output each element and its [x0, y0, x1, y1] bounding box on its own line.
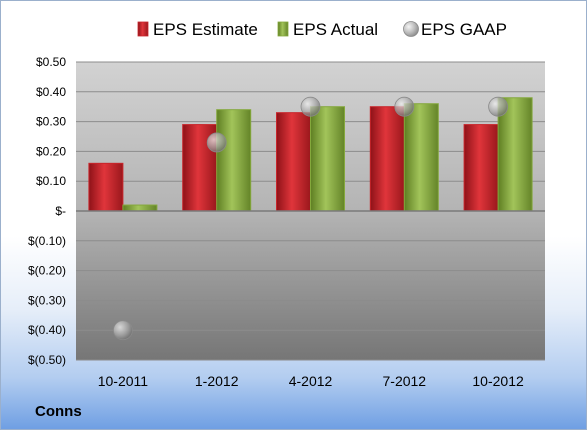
bar-eps-estimate — [276, 112, 311, 212]
point-eps-gaap — [300, 96, 321, 117]
y-tick-label: $(0.40) — [28, 323, 66, 337]
x-tick-label: 1-2012 — [195, 373, 239, 389]
x-axis: 10-2011 1-2012 4-2012 7-2012 10-2012 — [98, 373, 524, 389]
y-tick-label: $0.50 — [36, 55, 66, 69]
bar-eps-actual — [122, 204, 158, 212]
legend: EPS Estimate EPS Actual EPS GAAP — [137, 20, 507, 39]
bars — [88, 97, 533, 212]
y-tick-label: $0.10 — [36, 174, 66, 188]
legend-label: EPS Actual — [293, 20, 378, 39]
bar-eps-actual — [403, 103, 439, 212]
bar-eps-estimate — [88, 162, 124, 212]
y-tick-label: $(0.50) — [28, 353, 66, 367]
x-tick-label: 10-2011 — [98, 373, 149, 389]
y-tick-label: $- — [55, 204, 66, 218]
x-tick-label: 7-2012 — [383, 373, 427, 389]
company-name: Conns — [35, 403, 82, 420]
bar-eps-estimate — [182, 124, 218, 212]
y-tick-label: $0.20 — [36, 144, 66, 158]
point-eps-gaap — [394, 96, 415, 117]
bar-eps-estimate — [369, 106, 405, 212]
point-eps-gaap — [206, 132, 227, 153]
bar-eps-estimate — [463, 124, 499, 212]
y-axis: $0.50 $0.40 $0.30 $0.20 $0.10 $- $(0.10) $(0.20… — [28, 55, 66, 367]
legend-label: EPS GAAP — [421, 20, 507, 39]
point-eps-gaap — [113, 320, 133, 341]
x-tick-label: 10-2012 — [472, 373, 524, 389]
y-tick-label: $(0.10) — [28, 234, 66, 248]
y-tick-label: $0.30 — [36, 115, 66, 129]
legend-swatch — [137, 21, 149, 37]
y-tick-label: $0.40 — [36, 85, 66, 99]
legend-swatch — [403, 21, 419, 37]
point-eps-gaap — [488, 96, 509, 117]
legend-swatch — [277, 21, 289, 37]
legend-label: EPS Estimate — [153, 20, 258, 39]
gaap-points — [113, 96, 509, 341]
y-tick-label: $(0.30) — [28, 293, 66, 307]
bar-eps-actual — [310, 106, 345, 212]
bar-eps-actual — [497, 97, 533, 212]
x-tick-label: 4-2012 — [289, 373, 333, 389]
bar-eps-actual — [216, 109, 252, 212]
y-tick-label: $(0.20) — [28, 264, 66, 278]
